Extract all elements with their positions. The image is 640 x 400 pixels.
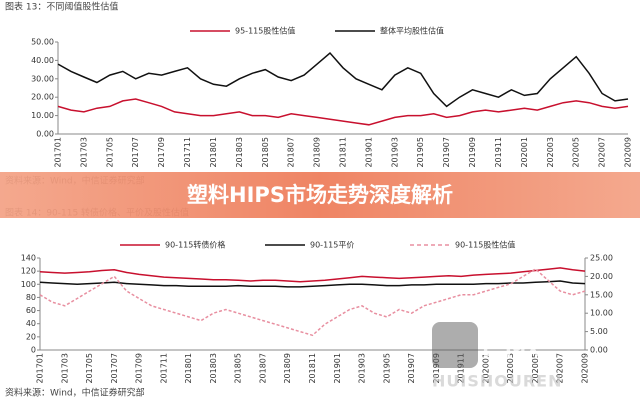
y-tick-label: 0 (31, 346, 36, 355)
y-tick-label: 0.00 (36, 130, 54, 139)
chart-title: 图表 13：不同阈值股性估值 (5, 1, 118, 13)
x-tick-label: 201903 (358, 353, 367, 384)
banner (0, 172, 640, 218)
watermark: 回收 HUISHOUREN (432, 322, 562, 391)
x-tick-label: 201711 (159, 353, 168, 384)
watermark-brand: HUISHOUREN (432, 372, 562, 391)
x-tick-label: 202001 (520, 137, 529, 168)
x-tick-label: 201805 (261, 137, 270, 168)
x-tick-label: 201809 (283, 353, 292, 384)
x-tick-label: 201907 (407, 353, 416, 384)
x-tick-label: 201803 (235, 137, 244, 168)
x-tick-label: 201809 (313, 137, 322, 168)
x-tick-label: 201911 (494, 137, 503, 168)
x-tick-label: 201705 (105, 137, 114, 168)
y-tick-label: 100 (21, 280, 36, 289)
x-tick-label: 201905 (382, 353, 391, 384)
y-tick-label: 120 (21, 267, 36, 276)
legend-label: 90-115转债价格 (165, 240, 225, 250)
y-tick-label: 50.00 (31, 38, 54, 47)
y2-tick-label: 0.00 (590, 346, 608, 355)
x-tick-label: 202001 (481, 353, 490, 384)
charts: 图表 13：不同阈值股性估值资料来源：Wind，中信证券研究部 0.00 10.00… (5, 1, 633, 399)
x-tick-label: 202005 (572, 137, 581, 168)
x-tick-label: 201911 (457, 353, 466, 384)
x-tick-label: 201903 (390, 137, 399, 168)
y-tick-label: 140 (21, 254, 36, 263)
series-line (57, 98, 629, 126)
y-tick-label: 40.00 (31, 56, 54, 65)
x-tick-label: 202007 (598, 137, 607, 168)
x-tick-label: 201703 (79, 137, 88, 168)
banner-title: 塑料HIPS市场走势深度解析 (187, 183, 453, 207)
legend-label: 90-115平价 (310, 241, 354, 250)
x-tick-label: 201705 (85, 353, 94, 384)
x-tick-label: 202003 (506, 353, 515, 384)
series-line (39, 280, 586, 288)
x-tick-label: 201711 (183, 137, 192, 168)
x-tick-label: 201905 (416, 137, 425, 168)
x-tick-label: 201709 (135, 353, 144, 384)
series-line (57, 51, 629, 108)
x-tick-label: 201901 (333, 353, 342, 384)
y2-tick-label: 10.00 (590, 309, 613, 318)
series-line (39, 267, 586, 283)
x-tick-label: 201909 (468, 137, 477, 168)
x-tick-label: 201907 (442, 137, 451, 168)
x-tick-label: 202005 (531, 353, 540, 384)
y-tick-label: 20 (26, 332, 36, 341)
legend-label: 整体平均股性估值 (380, 26, 444, 36)
watermark-logo: 回收 (482, 328, 542, 363)
x-tick-label: 201707 (131, 137, 140, 168)
y2-tick-label: 25.00 (590, 254, 613, 263)
x-tick-label: 201703 (60, 353, 69, 384)
x-tick-label: 201811 (339, 137, 348, 168)
x-tick-label: 201803 (209, 353, 218, 384)
x-tick-label: 202007 (556, 353, 565, 384)
x-tick-label: 201707 (110, 353, 119, 384)
x-tick-label: 201805 (234, 353, 243, 384)
y-tick-label: 30.00 (31, 74, 54, 83)
y-tick-label: 60 (26, 306, 36, 315)
y2-tick-label: 20.00 (590, 272, 613, 281)
x-tick-label: 201801 (184, 353, 193, 384)
series-line (39, 268, 586, 337)
y-tick-label: 40 (26, 319, 36, 328)
watermark-icon (432, 322, 478, 368)
x-tick-label: 201909 (432, 353, 441, 384)
y-tick-label: 10.00 (31, 111, 54, 120)
y-tick-label: 80 (26, 293, 36, 302)
x-tick-label: 201801 (209, 137, 218, 168)
y-tick-label: 20.00 (31, 93, 54, 102)
x-tick-label: 202009 (624, 137, 633, 168)
x-tick-label: 201901 (364, 137, 373, 168)
source-note: 资料来源：Wind，中信证券研究部 (5, 387, 145, 399)
x-tick-label: 201811 (308, 353, 317, 384)
y2-tick-label: 15.00 (590, 290, 613, 299)
y2-tick-label: 5.00 (590, 327, 608, 336)
x-tick-label: 202009 (581, 353, 590, 384)
x-tick-label: 201701 (36, 353, 45, 384)
x-tick-label: 201701 (54, 137, 63, 168)
x-tick-label: 201709 (157, 137, 166, 168)
x-tick-label: 201807 (258, 353, 267, 384)
legend-label: 95-115股性估值 (235, 26, 295, 36)
legend-label: 90-115股性估值 (455, 240, 515, 250)
x-tick-label: 202003 (546, 137, 555, 168)
x-tick-label: 201807 (287, 137, 296, 168)
